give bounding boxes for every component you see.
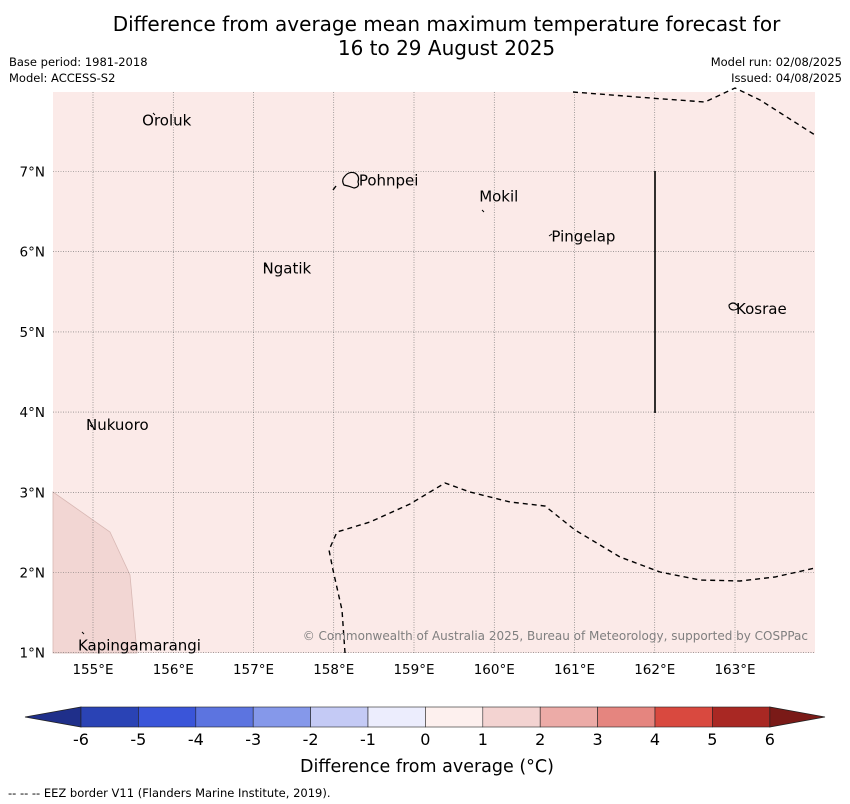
colorbar-segment xyxy=(138,706,197,728)
colorbar-tick-label: -1 xyxy=(360,730,376,749)
colorbar-tick-label: 0 xyxy=(420,730,431,749)
map-area xyxy=(53,92,815,653)
lat-tick-label: 7°N xyxy=(20,165,45,181)
lon-tick-label: 157°E xyxy=(233,662,274,678)
longitude-ticks: 155°E 156°E 157°E 158°E 159°E 160°E 161°E 162°E… xyxy=(72,662,755,678)
colorbar-tick-label: 4 xyxy=(649,730,661,749)
colorbar-tick-label: -3 xyxy=(245,730,262,749)
colorbar-segment xyxy=(712,706,771,728)
colorbar-tick-label: 6 xyxy=(764,730,775,749)
island-marks xyxy=(81,112,553,635)
shaded-region xyxy=(52,491,138,654)
eez-border-north xyxy=(572,87,816,136)
colorbar-segment xyxy=(654,706,713,728)
pohnpei-island xyxy=(342,171,360,189)
colorbar-arrow-low xyxy=(24,706,82,728)
lon-tick-label: 163°E xyxy=(714,662,755,678)
lon-tick-label: 155°E xyxy=(72,662,113,678)
colorbar-segment xyxy=(195,706,254,728)
lon-tick-label: 161°E xyxy=(554,662,595,678)
lat-tick-label: 4°N xyxy=(20,405,45,421)
place-label-mokil: Mokil xyxy=(479,188,518,206)
colorbar-segment xyxy=(367,706,426,728)
place-label-pohnpei: Pohnpei xyxy=(359,172,419,190)
lat-tick-label: 3°N xyxy=(20,485,45,501)
kosrae-island xyxy=(728,302,739,311)
issued-date: Issued: 04/08/2025 xyxy=(731,71,842,85)
eez-border-south xyxy=(328,482,816,654)
gridlines xyxy=(53,92,815,654)
pingelap-mark xyxy=(548,233,553,237)
nukuoro-mark xyxy=(89,424,93,428)
colorbar-tick-label: 3 xyxy=(592,730,603,749)
place-label-pingelap: Pingelap xyxy=(551,228,615,246)
title-line-1: Difference from average mean maximum tem… xyxy=(112,12,781,36)
eez-border-fragment xyxy=(332,185,337,191)
ngatik-mark xyxy=(264,264,268,268)
colorbar-segment xyxy=(425,706,484,728)
colorbar-segment xyxy=(310,706,369,728)
lon-tick-label: 162°E xyxy=(634,662,675,678)
colorbar-tick-label: 2 xyxy=(535,730,546,749)
colorbar-segment xyxy=(252,706,311,728)
colorbar xyxy=(24,706,826,728)
place-label-nukuoro: Nukuoro xyxy=(86,416,149,434)
mokil-mark xyxy=(481,209,485,213)
colorbar-segment xyxy=(80,706,139,728)
colorbar-segment xyxy=(539,706,598,728)
colorbar-tick-label: -5 xyxy=(130,730,147,749)
copyright-text: © Commonwealth of Australia 2025, Bureau… xyxy=(303,629,808,643)
lat-tick-label: 1°N xyxy=(20,646,45,662)
model-run: Model run: 02/08/2025 xyxy=(710,55,842,69)
place-label-oroluk: Oroluk xyxy=(142,111,191,129)
colorbar-tick-label: -6 xyxy=(73,730,89,749)
lat-tick-label: 2°N xyxy=(20,566,45,582)
eez-borders xyxy=(328,87,816,654)
lon-tick-label: 159°E xyxy=(393,662,434,678)
colorbar-title: Difference from average (°C) xyxy=(300,757,554,777)
colorbar-segment xyxy=(482,706,541,728)
colorbar-tick-label: -4 xyxy=(187,730,204,749)
chart-title: Difference from average mean maximum tem… xyxy=(0,12,850,60)
lon-tick-label: 160°E xyxy=(474,662,515,678)
place-label-ngatik: Ngatik xyxy=(263,260,312,278)
base-period: Base period: 1981-2018 xyxy=(9,55,148,69)
lon-tick-label: 158°E xyxy=(313,662,354,678)
model-name: Model: ACCESS-S2 xyxy=(9,71,116,85)
lat-tick-label: 5°N xyxy=(20,325,45,341)
colorbar-tick-label: 1 xyxy=(477,730,488,749)
colorbar-tick-label: -2 xyxy=(302,730,319,749)
colorbar-segment xyxy=(597,706,656,728)
colorbar-arrow-high xyxy=(769,706,826,728)
lon-tick-label: 156°E xyxy=(153,662,194,678)
place-label-kapingamarangi: Kapingamarangi xyxy=(78,637,201,655)
place-label-kosrae: Kosrae xyxy=(736,300,787,318)
eez-legend-note: -- -- -- EEZ border V11 (Flanders Marine… xyxy=(8,786,331,800)
info-right: Model run: 02/08/2025 Issued: 04/08/2025 xyxy=(711,54,842,86)
colorbar-tick-label: 5 xyxy=(707,730,718,749)
info-left: Base period: 1981-2018 Model: ACCESS-S2 xyxy=(9,54,148,86)
oroluk-mark xyxy=(152,112,156,116)
place-labels: Oroluk Pohnpei Mokil Pingelap Ngatik Kosrae Nu… xyxy=(78,111,787,654)
title-line-2: 16 to 29 August 2025 xyxy=(337,36,556,60)
latitude-ticks: 7°N 6°N 5°N 4°N 3°N 2°N 1°N xyxy=(20,165,45,662)
kapingamarangi-mark xyxy=(81,631,85,635)
lat-tick-label: 6°N xyxy=(20,245,45,261)
